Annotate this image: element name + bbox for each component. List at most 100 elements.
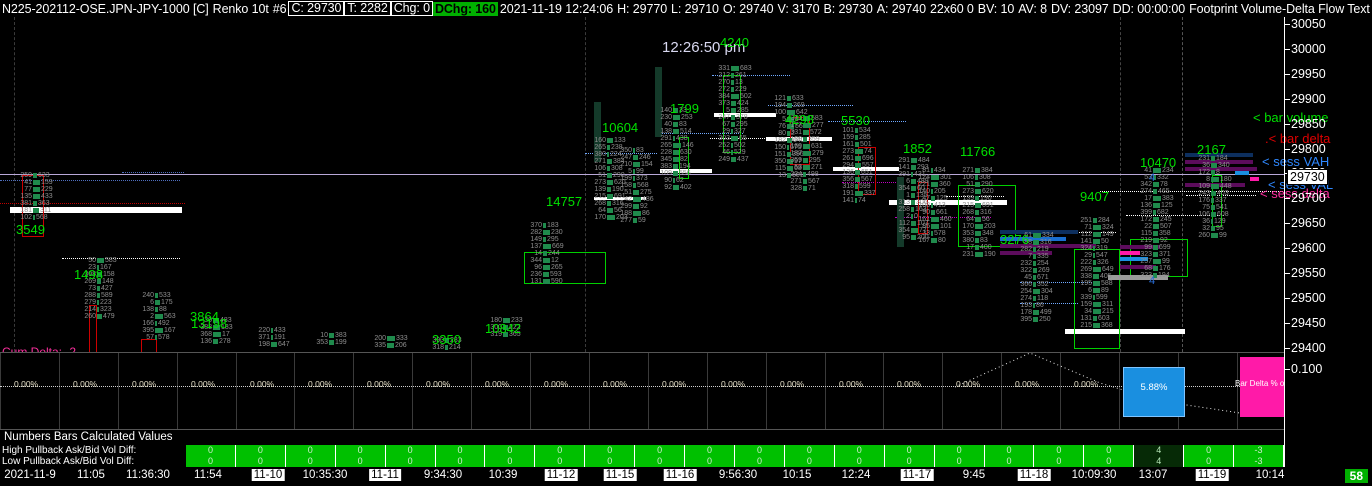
numbers-bar-cell-high: 0: [685, 445, 735, 456]
bar-volume-label: 9407: [1080, 189, 1109, 204]
delta-envelope-curve: [954, 353, 1284, 416]
numbers-bar-cell-high: 0: [186, 445, 236, 456]
session-divider: [1120, 17, 1121, 352]
bar-volume-label: 4298: [785, 112, 814, 127]
delta-gridline: [1237, 353, 1238, 429]
numbers-bar-cell-high: -3: [1234, 445, 1284, 456]
axis-tick-mark: [1285, 48, 1290, 50]
bar-frame: [958, 185, 1016, 247]
axis-tick-mark: [1285, 73, 1290, 75]
delta-percent-label: 0.00%: [14, 379, 39, 389]
profile-bar: [1000, 251, 1052, 255]
bar-frame: [524, 252, 606, 284]
value-area-line: [655, 133, 743, 134]
dv-value: DV: 23097: [1050, 1, 1109, 16]
crosshair-timestamp-label: 12:26:50 pm: [662, 39, 746, 56]
axis-tick-mark: [1285, 148, 1290, 150]
numbers-bar-cell-low: 0: [435, 456, 486, 467]
delta-percent-label: 0.00%: [662, 379, 687, 389]
bar-volume-label: 5530: [841, 113, 870, 128]
numbers-bar-cell-low: 4: [1134, 456, 1185, 467]
bv-value: BV: 10: [977, 1, 1015, 16]
price-axis-tick: 29900: [1291, 91, 1326, 106]
delta-percent-label: 0.00%: [73, 379, 98, 389]
bar-volume-label: 10470: [1140, 155, 1177, 170]
bar-period-label: Renko 10t: [212, 1, 269, 16]
annotation-bar-volume: < bar volume: [1253, 110, 1329, 125]
delta-bar-highlight[interactable]: 5.88%: [1123, 367, 1185, 417]
numbers-bar-cell-low: 0: [285, 456, 336, 467]
time-axis-tick: 11-11: [369, 469, 401, 481]
poc-line: [594, 197, 646, 200]
poc-line: [1065, 329, 1185, 334]
time-axis-tick: 13:07: [1138, 469, 1168, 481]
delta-gridline: [412, 353, 413, 429]
profile-bar: [1000, 237, 1066, 241]
bar-delta-percent-pane[interactable]: 0.00% 0.00% 0.00% 0.00% 0.00% 0.00% 0.00% 0.00%…: [0, 352, 1284, 430]
time-axis-tick: 11-18: [1017, 469, 1051, 481]
delta-gridline: [942, 353, 943, 429]
bid-value: B: 29730: [823, 1, 873, 16]
delta-gridline: [1001, 353, 1002, 429]
time-axis-tick: 12:24: [841, 469, 871, 481]
price-axis-tick: 30000: [1291, 41, 1326, 56]
axis-tick-mark: [1285, 347, 1290, 349]
profile-bar: [1250, 177, 1259, 181]
price-axis[interactable]: 3005030000299502990029850298002975029700…: [1284, 17, 1372, 467]
dd-value: DD: 00:00:00: [1112, 1, 1186, 16]
price-axis-tick: 29500: [1291, 290, 1326, 305]
numbers-bar-cell-low: 0: [784, 456, 835, 467]
bar-volume-label: 1498: [74, 267, 103, 282]
profile-bar: [1000, 244, 1096, 248]
axis-tick-mark: [1285, 322, 1290, 324]
bar-volume-label: 1799: [670, 101, 699, 116]
value-area-line: [1100, 191, 1284, 192]
profile-bar: [1185, 160, 1253, 164]
delta-percent-label: 0.00%: [485, 379, 510, 389]
bar-volume-label: 4240: [720, 35, 749, 50]
poc-line: [10, 207, 182, 213]
dchg-value: DChg: 160: [432, 1, 498, 16]
numbers-bars-title: Numbers Bars Calculated Values: [4, 431, 173, 443]
study-name-label[interactable]: Footprint Volume-Delta Flow Text: [1189, 1, 1370, 16]
delta-gridline: [59, 353, 60, 429]
axis-tick-mark: [1285, 248, 1290, 250]
price-axis-tick: 29600: [1291, 241, 1326, 256]
delta-gridline: [353, 353, 354, 429]
poc-line: [766, 137, 832, 141]
numbers-bar-cell-high: 0: [585, 445, 636, 456]
numbers-bars-row1-label: High Pullback Ask/Bid Vol Diff:: [2, 445, 137, 456]
delta-zero-line: [0, 386, 1284, 387]
bar-volume-label: 11766: [960, 144, 996, 159]
poc-line: [714, 113, 776, 117]
price-chart-pane[interactable]: 12:26:50 pm Cum Delta: -2 259 633 41 159 77 2…: [0, 17, 1284, 352]
price-axis-tick: 29950: [1291, 66, 1326, 81]
delta-gridline: [294, 353, 295, 429]
session-divider: [1182, 17, 1183, 352]
delta-percent-label: 0.00%: [191, 379, 216, 389]
axis-tick-mark: [1285, 24, 1290, 25]
numbers-bar-cell-high: 0: [984, 445, 1035, 456]
annotation-bar-delta: .< bar delta: [1265, 131, 1331, 146]
delta-gridline: [530, 353, 531, 429]
bar-volume-label: 13198: [191, 316, 228, 331]
delta-gridline: [118, 353, 119, 429]
numbers-bar-cell-low: 0: [984, 456, 1035, 467]
volume-value: V: 3170: [777, 1, 820, 16]
value-area-line: [828, 121, 906, 122]
current-price-marker: 29730: [1287, 169, 1328, 185]
time-axis-tick: 10:15: [782, 469, 812, 481]
numbers-bar-cell-high: 0: [1084, 445, 1135, 456]
numbers-bar-cell-low: 0: [1034, 456, 1085, 467]
numbers-bar-cell-low: 0: [186, 456, 236, 467]
delta-gridline: [177, 353, 178, 429]
delta-gridline: [766, 353, 767, 429]
numbers-bar-cell-high: 0: [735, 445, 785, 456]
numbers-bar-cell-high: 0: [285, 445, 336, 456]
delta-gridline: [707, 353, 708, 429]
time-axis-tick: 11:05: [77, 469, 105, 481]
price-axis-tick: 29650: [1291, 216, 1326, 231]
time-axis[interactable]: 2021-11-9 11:05 11:36:30 11:54 11-10 10:35:30…: [0, 467, 1372, 486]
annotation-sess-vah: < sess VAH: [1262, 154, 1330, 169]
